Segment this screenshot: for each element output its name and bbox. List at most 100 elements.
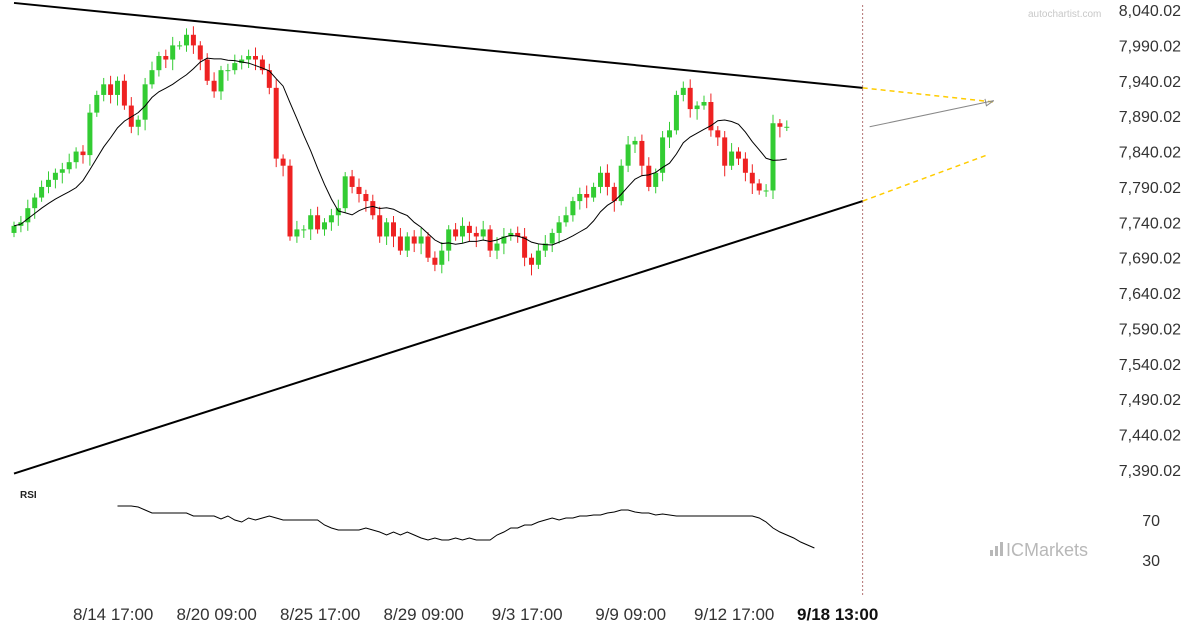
candle-up <box>729 151 735 166</box>
candle-up <box>225 70 231 72</box>
candle-up <box>46 179 51 187</box>
candle-up <box>52 172 58 180</box>
y-tick-label: 7,440.02 <box>1119 428 1181 445</box>
candle-down <box>121 80 127 106</box>
candle-up <box>11 225 17 233</box>
candle-up <box>501 236 507 244</box>
candle-down <box>273 87 279 159</box>
candle-down <box>280 158 286 166</box>
candle-up <box>480 229 486 237</box>
candle-up <box>32 197 38 209</box>
y-axis: 8,040.02 7,990.02 7,940.02 7,890.02 7,840.02… <box>1119 3 1181 480</box>
candle-up <box>218 70 224 92</box>
x-tick-label: 8/20 09:00 <box>177 605 257 624</box>
candle-up <box>39 186 45 198</box>
y-tick-label: 7,940.02 <box>1119 74 1181 91</box>
candle-up <box>232 63 238 71</box>
upper-projection <box>862 87 994 103</box>
rsi-tick-label: 70 <box>1142 513 1160 530</box>
candle-up <box>184 34 189 46</box>
candle-down <box>197 45 203 60</box>
watermark-text: autochartist.com <box>1028 9 1101 20</box>
candle-down <box>611 186 617 202</box>
candle-down <box>315 215 321 230</box>
candle-down <box>708 102 714 131</box>
candles-layer <box>11 26 790 276</box>
rsi-panel: RSI 70 30 <box>20 490 1160 570</box>
candle-up <box>239 59 245 64</box>
candle-down <box>259 59 265 71</box>
x-tick-label: 8/14 17:00 <box>73 605 153 624</box>
y-tick-label: 7,890.02 <box>1119 109 1181 126</box>
candle-down <box>377 215 383 237</box>
candle-up <box>763 190 769 192</box>
candle-down <box>742 158 748 173</box>
forecast-arrow-head <box>984 98 995 107</box>
rsi-label: RSI <box>20 490 37 501</box>
candle-down <box>529 257 534 265</box>
candle-up <box>494 243 500 251</box>
candle-up <box>94 94 100 113</box>
candle-up <box>308 215 314 230</box>
candle-down <box>128 105 134 127</box>
candle-up <box>335 208 341 216</box>
candle-up <box>156 56 162 71</box>
y-tick-label: 7,540.02 <box>1119 357 1181 374</box>
candle-up <box>770 123 776 191</box>
candle-up <box>101 84 107 95</box>
candle-down <box>453 229 459 237</box>
y-tick-label: 7,740.02 <box>1119 215 1181 232</box>
candle-down <box>466 225 472 233</box>
candle-up <box>680 87 686 95</box>
candle-down <box>522 236 528 258</box>
candle-down <box>363 194 369 202</box>
candle-down <box>756 183 762 191</box>
candle-down <box>715 130 721 138</box>
candle-down <box>687 87 693 110</box>
candle-down <box>432 257 438 265</box>
candle-down <box>736 151 741 159</box>
y-tick-label: 8,040.02 <box>1119 3 1181 20</box>
y-tick-label: 7,990.02 <box>1119 38 1181 55</box>
candle-down <box>80 151 86 156</box>
bars-icon <box>990 542 1003 556</box>
candle-down <box>163 56 169 60</box>
candle-up <box>660 137 666 173</box>
y-tick-label: 7,790.02 <box>1119 180 1181 197</box>
candle-down <box>515 232 521 237</box>
candle-up <box>446 229 452 251</box>
candle-up <box>59 169 65 173</box>
candle-up <box>701 102 707 106</box>
candle-up <box>625 144 631 166</box>
candle-down <box>397 236 403 251</box>
candle-down <box>584 194 590 198</box>
candle-down <box>487 229 493 251</box>
y-tick-label: 7,840.02 <box>1119 145 1181 162</box>
x-tick-label: 9/12 17:00 <box>694 605 774 624</box>
candle-up <box>653 172 659 187</box>
candle-down <box>425 236 431 258</box>
candle-up <box>177 45 183 47</box>
rsi-line <box>117 505 815 549</box>
upper-trendline <box>13 1 863 89</box>
candle-up <box>570 201 576 216</box>
candle-up <box>246 56 252 60</box>
candle-up <box>591 186 597 198</box>
y-tick-label: 7,590.02 <box>1119 321 1181 338</box>
candle-down <box>349 176 355 187</box>
lower-projection <box>862 154 988 202</box>
candle-down <box>190 34 196 46</box>
candle-up <box>384 222 390 237</box>
candle-down <box>646 165 652 187</box>
candle-down <box>253 56 258 60</box>
x-axis: 8/14 17:00 8/20 09:00 8/25 17:00 8/29 09:00… <box>73 605 878 624</box>
x-tick-label: 9/18 13:00 <box>797 605 878 624</box>
candle-down <box>211 80 217 92</box>
candle-up <box>404 236 410 251</box>
candle-down <box>287 165 293 237</box>
brand-logo: ICMarkets <box>990 540 1088 560</box>
candle-down <box>722 137 728 166</box>
candle-up <box>73 151 79 163</box>
x-tick-label: 8/25 17:00 <box>280 605 360 624</box>
